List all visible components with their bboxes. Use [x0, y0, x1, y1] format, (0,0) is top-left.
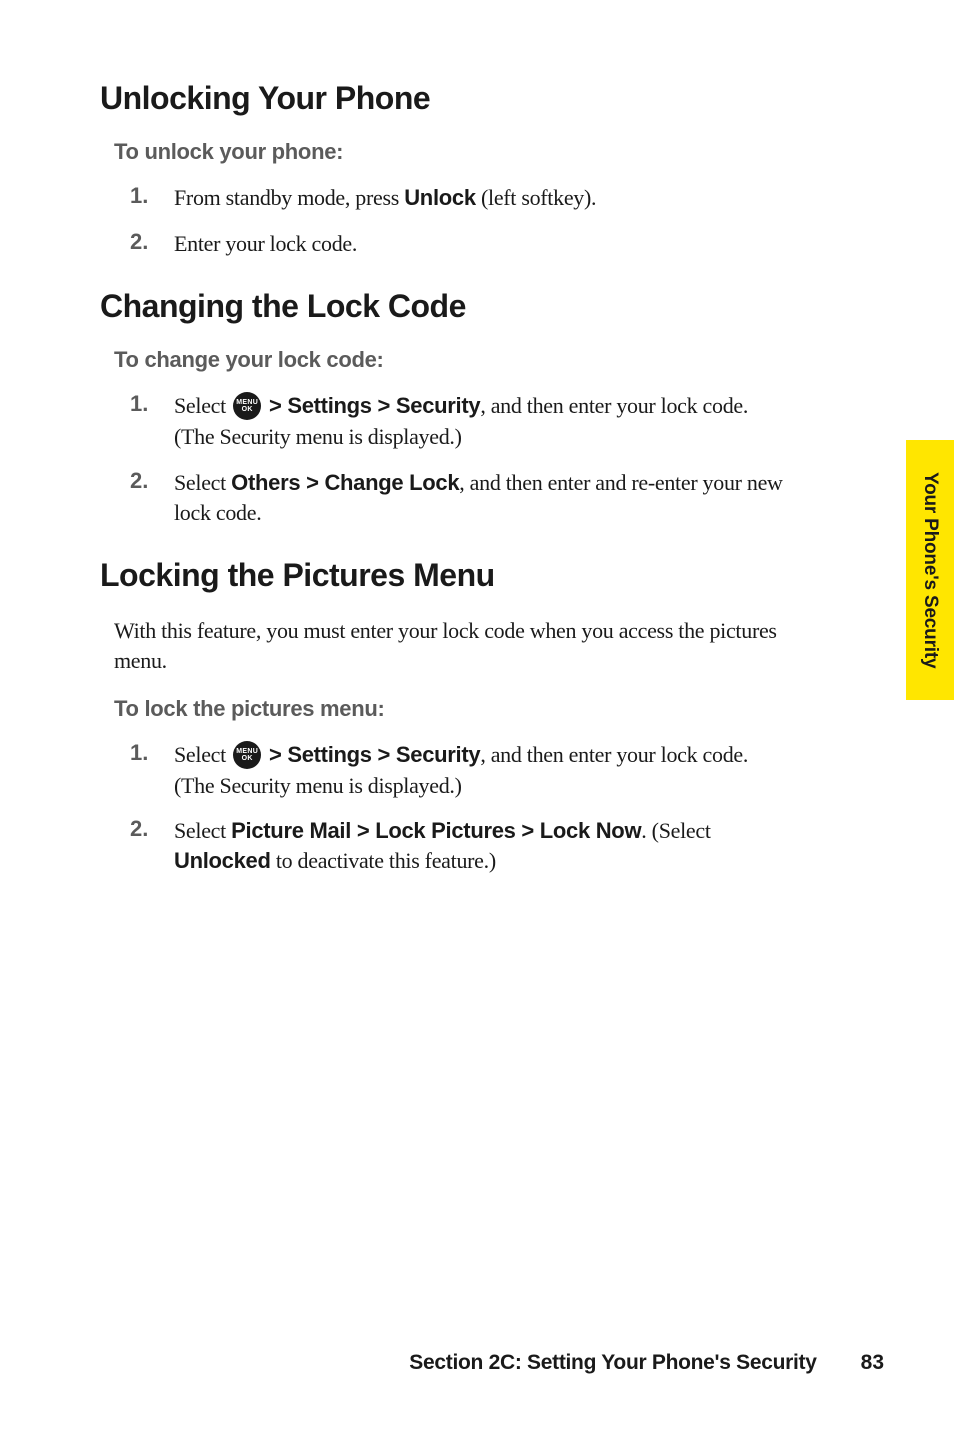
footer-page-number: 83 — [861, 1351, 884, 1375]
step-number: 2. — [130, 468, 174, 494]
step-item: 2. Select Picture Mail > Lock Pictures >… — [130, 816, 785, 875]
steps-lockpics: 1. Select MENUOK > Settings > Security, … — [130, 740, 785, 876]
step-number: 2. — [130, 229, 174, 255]
step-number: 1. — [130, 740, 174, 766]
step-number: 1. — [130, 391, 174, 417]
text-fragment: From standby mode, press — [174, 185, 404, 210]
intro-lockpics: With this feature, you must enter your l… — [114, 616, 785, 675]
bold-text: Unlocked — [174, 848, 271, 873]
step-text: Select MENUOK > Settings > Security, and… — [174, 391, 785, 452]
bold-text: Unlock — [404, 185, 476, 210]
bold-text: > Settings > Security — [263, 742, 480, 767]
section-unlocking: Unlocking Your Phone To unlock your phon… — [100, 80, 785, 258]
text-fragment: Select — [174, 470, 231, 495]
footer-section-title: Section 2C: Setting Your Phone's Securit… — [409, 1351, 816, 1375]
subhead-changelock: To change your lock code: — [114, 347, 785, 373]
side-tab-label: Your Phone's Security — [919, 472, 941, 668]
text-fragment: Select — [174, 742, 231, 767]
step-item: 2. Select Others > Change Lock, and then… — [130, 468, 785, 527]
step-item: 1. Select MENUOK > Settings > Security, … — [130, 391, 785, 452]
steps-unlock: 1. From standby mode, press Unlock (left… — [130, 183, 785, 258]
heading-lockpics: Locking the Pictures Menu — [100, 557, 785, 594]
step-text: Select MENUOK > Settings > Security, and… — [174, 740, 785, 801]
text-fragment: . (Select — [641, 818, 710, 843]
subhead-lockpics: To lock the pictures menu: — [114, 696, 785, 722]
step-text: Select Others > Change Lock, and then en… — [174, 468, 785, 527]
text-fragment: Select — [174, 818, 231, 843]
step-number: 2. — [130, 816, 174, 842]
step-item: 2. Enter your lock code. — [130, 229, 785, 259]
heading-changelock: Changing the Lock Code — [100, 288, 785, 325]
side-tab: Your Phone's Security — [906, 440, 954, 700]
subhead-unlock: To unlock your phone: — [114, 139, 785, 165]
page-footer: Section 2C: Setting Your Phone's Securit… — [0, 1351, 954, 1375]
text-fragment: to deactivate this feature.) — [271, 848, 496, 873]
menu-ok-icon: MENUOK — [233, 392, 261, 420]
step-text: Enter your lock code. — [174, 229, 785, 259]
step-text: Select Picture Mail > Lock Pictures > Lo… — [174, 816, 785, 875]
step-item: 1. Select MENUOK > Settings > Security, … — [130, 740, 785, 801]
steps-changelock: 1. Select MENUOK > Settings > Security, … — [130, 391, 785, 527]
bold-text: Others > Change Lock — [231, 470, 459, 495]
text-fragment: (left softkey). — [476, 185, 596, 210]
text-fragment: Select — [174, 393, 231, 418]
menu-ok-icon: MENUOK — [233, 741, 261, 769]
section-lockpics: Locking the Pictures Menu With this feat… — [100, 557, 785, 875]
section-changelock: Changing the Lock Code To change your lo… — [100, 288, 785, 527]
heading-unlocking: Unlocking Your Phone — [100, 80, 785, 117]
page-content: Unlocking Your Phone To unlock your phon… — [0, 0, 855, 966]
step-number: 1. — [130, 183, 174, 209]
step-item: 1. From standby mode, press Unlock (left… — [130, 183, 785, 213]
bold-text: > Settings > Security — [263, 393, 480, 418]
step-text: From standby mode, press Unlock (left so… — [174, 183, 785, 213]
bold-text: Picture Mail > Lock Pictures > Lock Now — [231, 818, 641, 843]
